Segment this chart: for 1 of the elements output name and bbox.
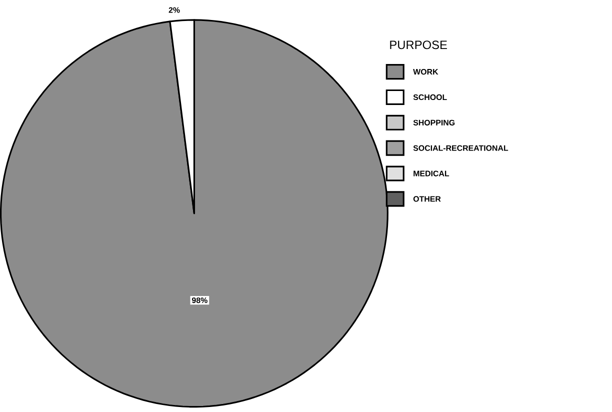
legend-title: PURPOSE	[390, 40, 447, 50]
